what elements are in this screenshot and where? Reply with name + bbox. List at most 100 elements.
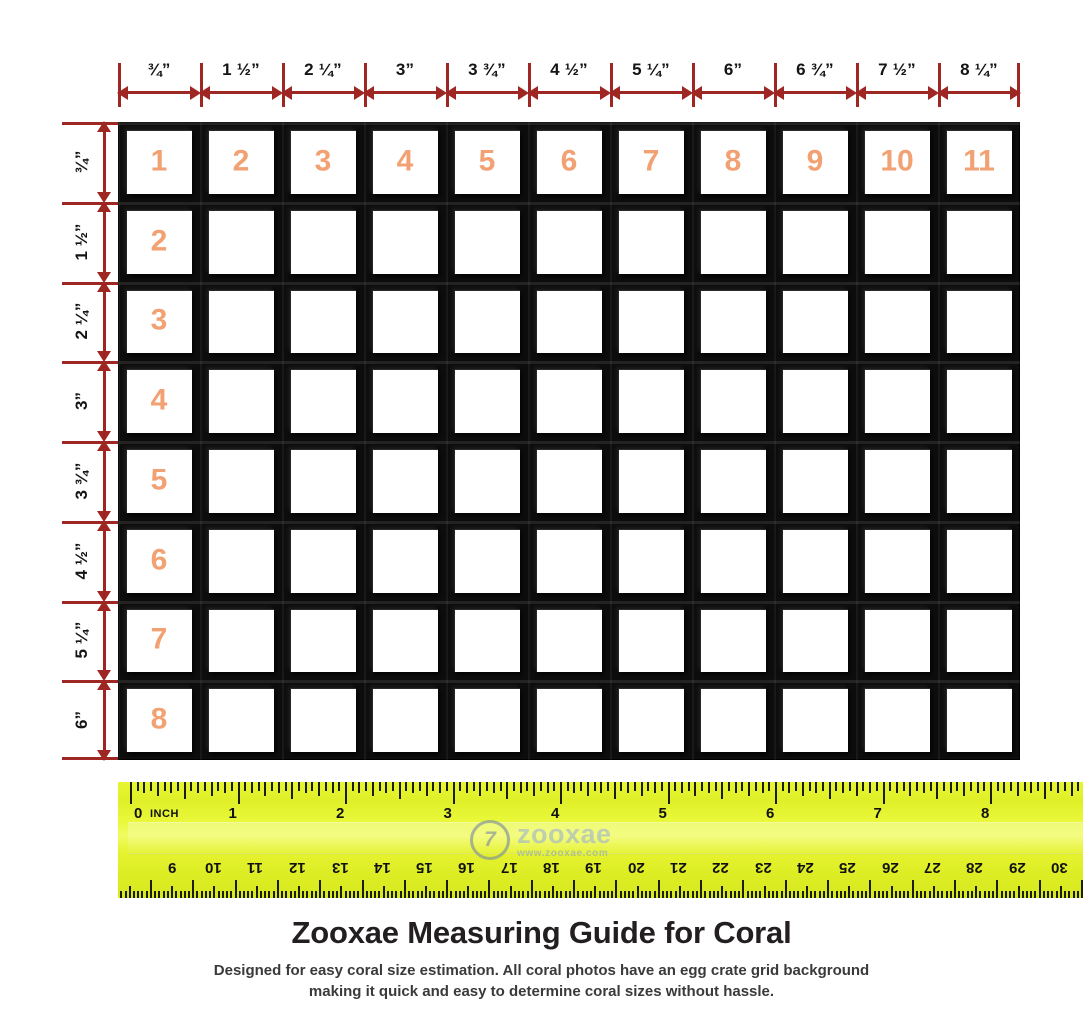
grid-cell: 3 [118, 281, 200, 362]
top-scale-arrow-line-9 [776, 91, 854, 94]
grid-cell [938, 680, 1020, 760]
ruler-cm-label-17: 17 [500, 859, 518, 876]
grid-cell [610, 281, 692, 362]
ruler-cm-tick [928, 891, 931, 898]
ruler-inch-tick [432, 782, 435, 791]
ruler-inch-tick [284, 782, 287, 791]
ruler-cm-tick [915, 891, 918, 898]
ruler-cm-tick [475, 891, 478, 898]
ruler-cm-tick [310, 891, 313, 898]
grid-cell [282, 600, 364, 681]
grid-cell [282, 441, 364, 521]
top-scale-arrow-line-4 [366, 91, 444, 94]
ruler-cm-tick [628, 891, 631, 898]
ruler-cm-tick [822, 891, 825, 898]
ruler-inch-tick [754, 782, 757, 791]
arrow-right-icon [846, 86, 857, 100]
ruler-cm-tick [1025, 891, 1028, 898]
arrow-down-icon [97, 271, 111, 283]
ruler-cm-tick [784, 880, 787, 898]
arrow-right-icon [272, 86, 283, 100]
ruler-cm-tick [467, 886, 470, 898]
ruler-cm-tick [382, 886, 385, 898]
left-scale-arrow-line-1 [103, 124, 106, 200]
ruler-inch-tick [936, 782, 939, 799]
ruler-cm-tick [251, 891, 254, 898]
ruler-cm-tick [509, 886, 512, 898]
ruler-cm-tick [526, 891, 529, 898]
ruler-cm-tick [983, 891, 986, 898]
ruler-cm-tick [954, 880, 957, 898]
ruler-inch-tick [156, 782, 159, 796]
ruler-inch-tick [916, 782, 919, 791]
ruler-inch-tick [788, 782, 791, 793]
grid-cell [856, 281, 938, 362]
top-scale-tick-7 [692, 63, 695, 107]
top-scale-segment-6: 4 ½” [527, 55, 611, 107]
ruler-cm-tick [281, 891, 284, 898]
grid-cell: 7 [118, 600, 200, 681]
arrow-right-icon [764, 86, 775, 100]
ruler-cm-tick [1000, 891, 1003, 898]
ruler-inch-tick [519, 782, 522, 793]
left-scale-arrow-line-6 [103, 522, 106, 599]
ruler-cm-tick [530, 880, 533, 898]
ruler-inch-tick [385, 782, 388, 793]
arrow-left-icon [773, 86, 784, 100]
ruler-inch-tick [190, 782, 193, 791]
ruler-inch-label-7: 7 [873, 805, 882, 822]
ruler-cm-tick [1017, 886, 1020, 898]
ruler-inch-tick [990, 782, 992, 804]
top-scale-segment-3: 2 ¼” [281, 55, 365, 107]
grid-cell-opening [454, 130, 520, 194]
grid-cell [528, 201, 610, 282]
ruler-cm-tick [319, 880, 322, 898]
ruler-cm-tick [496, 891, 499, 898]
ruler-inch-tick [264, 782, 267, 796]
ruler-cm-tick [543, 891, 546, 898]
ruler-inch-tick [942, 782, 945, 791]
arrow-down-icon [97, 431, 111, 442]
ruler-cm-tick [183, 891, 186, 898]
ruler-cm-tick [793, 891, 796, 898]
ruler-cm-label-13: 13 [331, 859, 349, 876]
grid-cell-opening [782, 449, 848, 513]
ruler-cm-tick [204, 891, 207, 898]
ruler-inch-tick [398, 782, 401, 799]
grid-cell [200, 680, 282, 760]
grid-cell [446, 680, 528, 760]
ruler-inch-tick [526, 782, 529, 791]
ruler-inch-tick [217, 782, 220, 791]
grid-cell: 6 [118, 520, 200, 601]
ruler-cm-tick [357, 891, 360, 898]
arrow-right-icon [190, 86, 201, 100]
ruler-inch-tick [869, 782, 872, 793]
grid-cell-opening [372, 369, 438, 433]
ruler-inch-tick [613, 782, 616, 799]
left-scale-tick-5 [62, 520, 118, 524]
grid-cell [692, 520, 774, 601]
grid-cell-opening [864, 289, 930, 354]
left-scale-label-1: ¾” [72, 150, 91, 174]
ruler-inch-tick [882, 782, 885, 804]
ruler-inch-tick [371, 782, 374, 796]
grid-cell-opening [946, 369, 1012, 433]
ruler-inch-tick [822, 782, 825, 791]
grid-cell-opening [208, 369, 274, 433]
ruler-inch-tick [177, 782, 180, 791]
ruler-inch-tick [304, 782, 307, 793]
ruler-cm-tick [501, 891, 504, 898]
ruler-inch-label-2: 2 [336, 805, 345, 822]
ruler-cm-tick [700, 880, 703, 898]
ruler-inch-tick [512, 782, 515, 791]
grid-cell [774, 600, 856, 681]
grid-cell [856, 361, 938, 441]
ruler-inch-tick [586, 782, 589, 796]
ruler-inch-tick [674, 782, 677, 791]
ruler-cm-tick [424, 886, 427, 898]
grid-cell-opening [618, 688, 684, 752]
top-scale-segment-5: 3 ¾” [445, 55, 529, 107]
ruler-cm-tick [788, 891, 791, 898]
ruler-cm-tick [1064, 891, 1067, 898]
